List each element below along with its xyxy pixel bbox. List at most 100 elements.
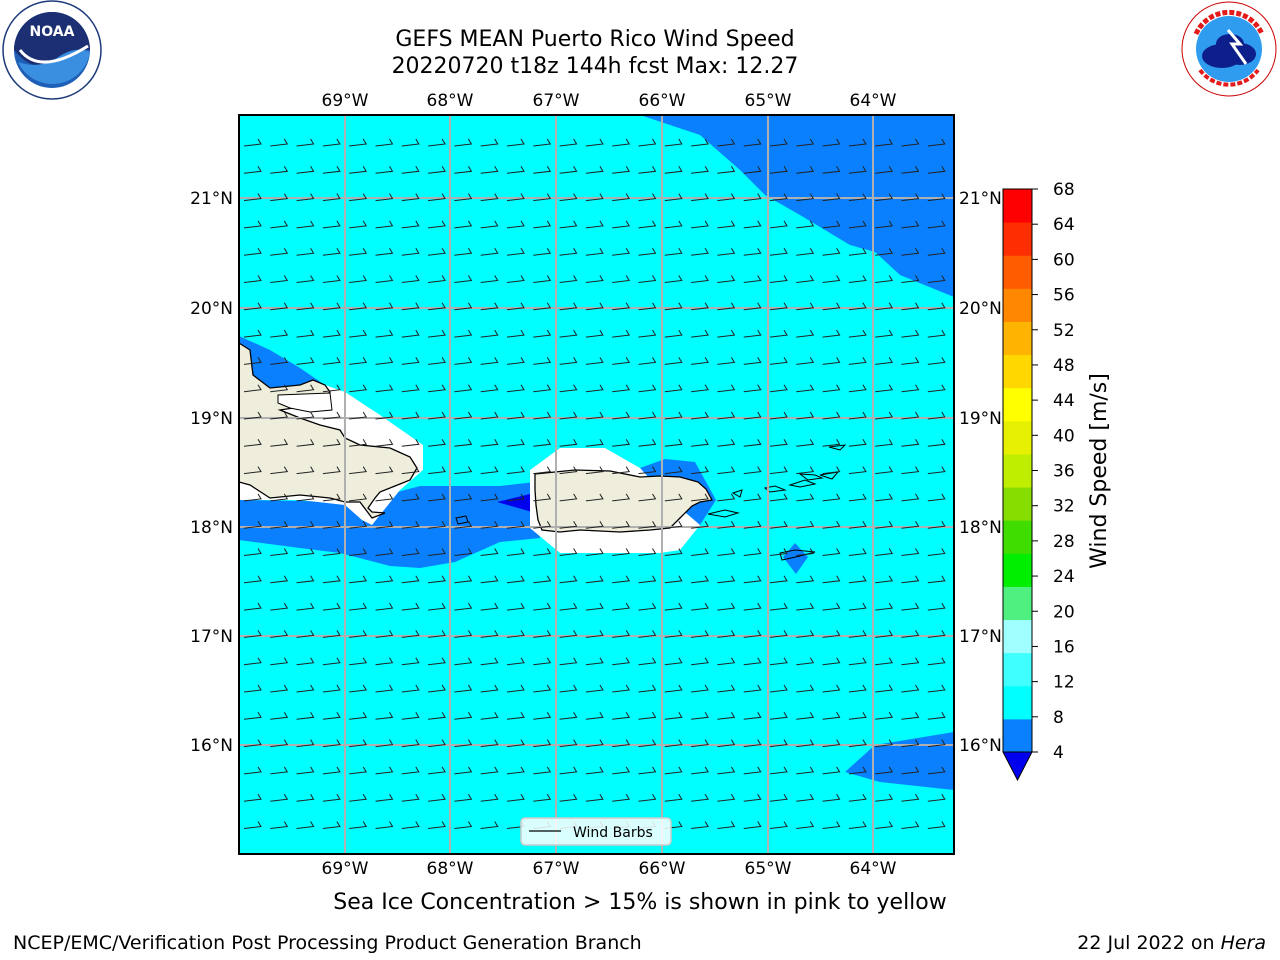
- wind-barb: [769, 712, 788, 720]
- wind-barb: [796, 439, 815, 447]
- wind-barb: [585, 220, 604, 229]
- wind-barb: [875, 439, 894, 447]
- lat-label-right: 20°N: [959, 299, 1002, 319]
- wind-barb: [533, 247, 552, 256]
- wind-barb: [638, 220, 657, 229]
- wind-barb: [296, 602, 315, 611]
- wind-barb: [743, 766, 762, 775]
- wind-barb: [533, 793, 552, 802]
- wind-barb: [296, 193, 315, 202]
- wind-barb: [454, 329, 473, 338]
- wind-barb: [664, 630, 683, 638]
- footer-date-text: 22 Jul 2022 on: [1077, 932, 1221, 954]
- wind-barb: [270, 138, 289, 147]
- wind-barb: [401, 138, 420, 147]
- wind-barb: [664, 384, 683, 393]
- wind-barb: [769, 739, 788, 748]
- wind-barb: [612, 329, 631, 338]
- wind-barb: [822, 493, 841, 502]
- wind-barb: [428, 602, 446, 611]
- wind-barb: [401, 821, 420, 829]
- wind-barb: [743, 548, 762, 556]
- wind-barb: [691, 739, 709, 748]
- wind-barb: [296, 466, 315, 475]
- wind-barb: [480, 384, 499, 393]
- colorbar-tick-label: 4: [1053, 743, 1064, 763]
- wind-barb: [375, 520, 394, 529]
- wind-barb: [901, 329, 920, 338]
- wind-barb: [717, 302, 736, 311]
- lat-label-right: 19°N: [959, 409, 1002, 429]
- wind-barb: [349, 657, 368, 666]
- wind-barb: [349, 548, 368, 556]
- wind-barb: [822, 193, 841, 202]
- wind-barb: [480, 411, 499, 420]
- lon-label-bottom: 64°W: [850, 859, 897, 879]
- wind-barb: [875, 193, 894, 202]
- wind-barb: [559, 548, 578, 556]
- wind-barb: [506, 739, 525, 748]
- wind-barb: [717, 657, 736, 666]
- wind-barb: [454, 575, 473, 584]
- wind-band-4-8-passage: [239, 482, 540, 568]
- wind-barb: [822, 520, 841, 529]
- wind-barb: [270, 411, 289, 420]
- wind-barb: [322, 493, 341, 502]
- wind-barb: [664, 166, 683, 174]
- wind-barb: [848, 329, 867, 338]
- wind-barb: [638, 712, 657, 720]
- wind-barb: [769, 138, 788, 147]
- wind-barb: [428, 411, 446, 420]
- wind-barb: [638, 384, 657, 393]
- wind-barb: [506, 684, 525, 693]
- wind-barb: [270, 793, 289, 802]
- wind-barb: [927, 193, 946, 202]
- colorbar-tick-label: 24: [1053, 567, 1075, 587]
- wind-barb: [612, 548, 631, 556]
- wind-barb: [585, 411, 604, 420]
- wind-barb: [454, 138, 473, 147]
- wind-barb: [243, 439, 262, 447]
- wind-barb: [901, 630, 920, 638]
- wind-barb: [270, 712, 289, 720]
- wind-barb: [822, 220, 841, 229]
- wind-barb: [691, 602, 709, 611]
- wind-barb: [612, 712, 631, 720]
- wind-barb: [927, 247, 946, 256]
- wind-barb: [454, 684, 473, 693]
- chart-title-line1: GEFS MEAN Puerto Rico Wind Speed: [395, 27, 795, 52]
- wind-barb: [270, 302, 289, 311]
- wind-barb: [691, 275, 709, 283]
- wind-barb: [743, 630, 762, 638]
- wind-barb: [296, 493, 315, 502]
- wind-barb: [743, 138, 762, 147]
- wind-barb: [243, 384, 262, 393]
- culebra-island: [731, 489, 743, 498]
- wind-barb: [480, 247, 499, 256]
- wind-barb: [691, 302, 709, 311]
- wind-barb: [349, 630, 368, 638]
- wind-barb: [769, 821, 788, 829]
- wind-barb: [559, 138, 578, 147]
- vieques-island: [707, 509, 740, 518]
- colorbar-tick-label: 52: [1053, 321, 1075, 341]
- wind-barb: [559, 411, 578, 420]
- wind-barb: [638, 193, 657, 202]
- wind-barb: [717, 520, 736, 529]
- wind-barb: [664, 575, 683, 584]
- wind-barb: [743, 821, 762, 829]
- wind-barb: [296, 329, 315, 338]
- wind-barb: [349, 712, 368, 720]
- wind-barb: [506, 357, 525, 365]
- wind-barb: [822, 630, 841, 638]
- lat-label-right: 17°N: [959, 627, 1002, 647]
- wind-barb: [664, 793, 683, 802]
- wind-barb: [585, 302, 604, 311]
- wind-barb: [875, 220, 894, 229]
- wind-barb: [664, 193, 683, 202]
- wind-barb: [480, 357, 499, 365]
- wind-barb: [349, 247, 368, 256]
- wind-barb: [506, 411, 525, 420]
- wind-barb: [375, 602, 394, 611]
